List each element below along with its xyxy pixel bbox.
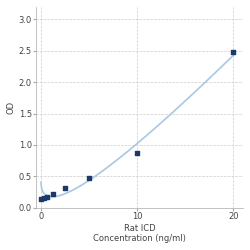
Point bbox=[87, 176, 91, 180]
Y-axis label: OD: OD bbox=[7, 101, 16, 114]
X-axis label: Rat ICD
Concentration (ng/ml): Rat ICD Concentration (ng/ml) bbox=[93, 224, 186, 243]
Point bbox=[63, 186, 67, 190]
Point bbox=[135, 150, 139, 154]
Point bbox=[51, 192, 55, 196]
Point bbox=[45, 194, 49, 198]
Point bbox=[42, 196, 46, 200]
Point bbox=[232, 50, 235, 54]
Point bbox=[39, 197, 43, 201]
